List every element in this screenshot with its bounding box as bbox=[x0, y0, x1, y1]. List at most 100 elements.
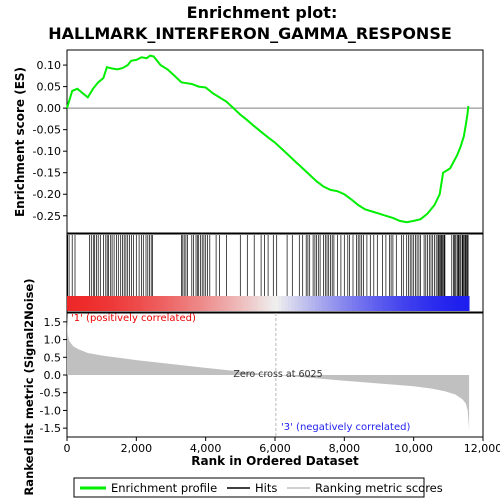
heat-strip-segment bbox=[331, 296, 336, 311]
heat-strip-segment bbox=[93, 296, 98, 311]
heat-strip-segment bbox=[375, 296, 380, 311]
heat-strip-segment bbox=[207, 296, 212, 311]
heat-strip-segment bbox=[167, 296, 172, 311]
heat-strip-segment bbox=[328, 296, 333, 311]
heat-strip-segment bbox=[355, 296, 359, 311]
heat-strip-segment bbox=[462, 296, 467, 311]
ranked-metric-panel: 1.5 1.0 0.5 0.0 -0.5 -1.0 -1.5 '1' (positively… bbox=[22, 278, 484, 496]
heat-strip-segment bbox=[455, 296, 460, 311]
heat-strip-segment bbox=[100, 296, 105, 311]
rank-ytick-label: -1.0 bbox=[40, 404, 61, 417]
es-ytick-label: 0.10 bbox=[37, 59, 62, 72]
es-ytick-label: -0.05 bbox=[33, 124, 61, 137]
heat-strip-segment bbox=[174, 296, 178, 311]
enrichment-profile-line bbox=[66, 54, 470, 224]
heat-strip-segment bbox=[147, 296, 152, 311]
xtick-label: 8,000 bbox=[329, 442, 361, 455]
heat-strip-segment bbox=[395, 296, 400, 311]
xtick-label: 2,000 bbox=[121, 442, 153, 455]
heat-strip-segment bbox=[274, 296, 279, 311]
heat-strip-segment bbox=[318, 296, 323, 311]
heat-strip-segment bbox=[459, 296, 463, 311]
heat-strip-segment bbox=[405, 296, 410, 311]
heat-strip-segment bbox=[247, 296, 252, 311]
heat-strip-segment bbox=[445, 296, 450, 311]
heat-strip-segment bbox=[365, 296, 369, 311]
heat-strip-segment bbox=[140, 296, 145, 311]
es-ytick-label: -0.15 bbox=[33, 167, 61, 180]
rank-ytick-label: 1.0 bbox=[44, 334, 62, 347]
heat-strip-segment bbox=[301, 296, 306, 311]
heat-strip-segment bbox=[298, 296, 302, 311]
heat-strip-segment bbox=[120, 296, 125, 311]
heat-strip-segment bbox=[398, 296, 403, 311]
heat-strip-segment bbox=[204, 296, 209, 311]
heat-strip-segment bbox=[341, 296, 346, 311]
heat-strip-segment bbox=[392, 296, 396, 311]
heat-strip-segment bbox=[123, 296, 128, 311]
heat-strip-segment bbox=[258, 296, 262, 311]
heat-strip-segment bbox=[214, 296, 219, 311]
heat-strip-segment bbox=[150, 296, 155, 311]
heat-strip-segment bbox=[261, 296, 266, 311]
heat-strip-segment bbox=[83, 296, 88, 311]
heat-strip-segment bbox=[432, 296, 437, 311]
heat-strip-segment bbox=[144, 296, 148, 311]
heat-strip-segment bbox=[211, 296, 215, 311]
heat-strip-segment bbox=[311, 296, 316, 311]
rank-ytick-label: 0.0 bbox=[44, 369, 62, 382]
heat-strip-segment bbox=[160, 296, 165, 311]
negative-correlation-label: '3' (negatively correlated) bbox=[281, 422, 410, 433]
heat-strip-segment bbox=[134, 296, 138, 311]
heat-strip-segment bbox=[465, 296, 470, 311]
heat-strip-segment bbox=[237, 296, 242, 311]
heat-strip-segment bbox=[378, 296, 383, 311]
heat-strip-segment bbox=[254, 296, 259, 311]
heat-strip-segment bbox=[184, 296, 189, 311]
heat-strip-segment bbox=[452, 296, 457, 311]
xtick-label: 10,000 bbox=[394, 442, 433, 455]
heat-strip-segment bbox=[388, 296, 393, 311]
heat-strip-segment bbox=[314, 296, 319, 311]
heat-strip-segment bbox=[278, 296, 282, 311]
heat-strip-segment bbox=[294, 296, 299, 311]
heat-strip-segment bbox=[110, 296, 115, 311]
es-ytick-label: -0.25 bbox=[33, 210, 61, 223]
heat-strip-segment bbox=[73, 296, 78, 311]
heat-strip-segment bbox=[415, 296, 420, 311]
heat-strip-segment bbox=[338, 296, 343, 311]
x-axis: 0 2,000 4,000 6,000 8,000 10,000 12,000 bbox=[64, 437, 500, 455]
chart-legend: Enrichment profile Hits Ranking metric s… bbox=[73, 477, 443, 498]
heat-strip-segment bbox=[194, 296, 199, 311]
heat-strip-segment bbox=[241, 296, 246, 311]
heat-strip-segment bbox=[308, 296, 313, 311]
es-ytick-label: 0.05 bbox=[37, 81, 62, 94]
heat-strip-segment bbox=[449, 296, 453, 311]
heat-strip-segment bbox=[351, 296, 356, 311]
es-y-axis-label: Enrichment score (ES) bbox=[13, 67, 27, 217]
x-axis-label: Rank in Ordered Dataset bbox=[191, 454, 359, 468]
es-ytick-label: -0.20 bbox=[33, 188, 61, 201]
heat-strip-segment bbox=[197, 296, 202, 311]
enrichment-score-panel: 0.10 0.05 0.00 -0.05 -0.10 -0.15 -0.20 -0.25 En… bbox=[13, 49, 484, 234]
heat-strip-segment bbox=[345, 296, 349, 311]
heat-strip-segment bbox=[127, 296, 132, 311]
heat-strip-segment bbox=[361, 296, 366, 311]
heat-strip-segment bbox=[97, 296, 101, 311]
heat-strip-segment bbox=[154, 296, 158, 311]
heat-strip-segment bbox=[80, 296, 85, 311]
heat-strip-segment bbox=[438, 296, 443, 311]
heat-strip-segment bbox=[187, 296, 192, 311]
heat-strip-segment bbox=[137, 296, 142, 311]
positive-correlation-label: '1' (positively correlated) bbox=[71, 313, 196, 324]
heat-strip-segment bbox=[67, 296, 71, 311]
heat-strip-segment bbox=[402, 296, 406, 311]
ranking-metric-area bbox=[67, 314, 470, 430]
heat-strip-segment bbox=[201, 296, 205, 311]
heat-strip-segment bbox=[90, 296, 95, 311]
legend-label-ranking-metric: Ranking metric scores bbox=[315, 481, 443, 495]
heat-strip-segment bbox=[284, 296, 289, 311]
rank-y-axis-label: Ranked list metric (Signal2Noise) bbox=[22, 278, 36, 495]
heat-strip-segment bbox=[234, 296, 239, 311]
